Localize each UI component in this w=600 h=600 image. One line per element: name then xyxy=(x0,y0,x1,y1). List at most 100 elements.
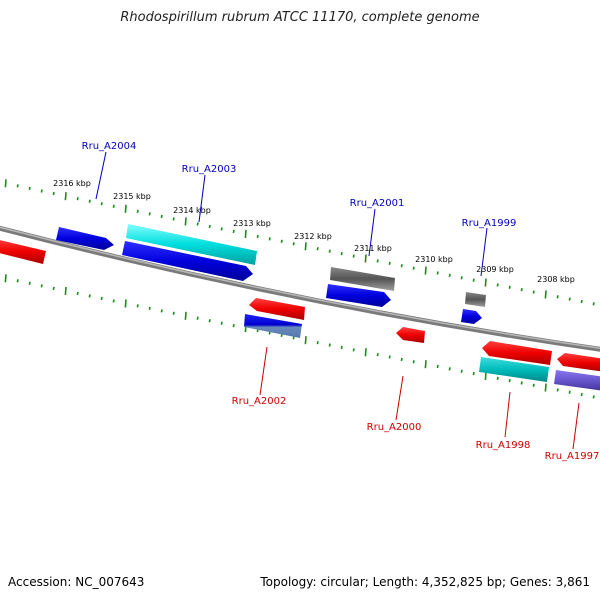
scale-tick xyxy=(436,271,439,275)
scale-tick xyxy=(520,288,523,292)
scale-tick xyxy=(256,234,259,239)
gene-arrow-rru-a2000[interactable] xyxy=(396,327,425,343)
scale-tick xyxy=(136,209,139,214)
scale-tick xyxy=(484,371,487,381)
scale-tick xyxy=(148,212,151,216)
gene-arrow-rru-a2002[interactable] xyxy=(244,314,302,338)
gene-label-rru-a2001[interactable]: Rru_A2001 xyxy=(350,198,405,209)
scale-tick xyxy=(52,286,55,291)
gene-arrow-red-far-right[interactable] xyxy=(557,353,600,372)
scale-tick xyxy=(376,352,379,357)
scale-tick xyxy=(88,199,91,203)
scale-tick xyxy=(544,383,547,392)
scale-tick xyxy=(424,266,427,275)
gene-label-rru-a2000[interactable]: Rru_A2000 xyxy=(367,422,422,433)
gene-label-rru-a2003[interactable]: Rru_A2003 xyxy=(182,164,237,175)
gene-label-rru-a1997[interactable]: Rru_A1997 xyxy=(545,451,600,462)
scale-tick xyxy=(328,343,331,347)
scale-tick xyxy=(232,229,235,234)
gene-arrow-rru-a2001-bottom[interactable] xyxy=(326,284,391,307)
scale-tick xyxy=(484,278,487,287)
scale-label: 2311 kbp xyxy=(354,244,392,253)
scale-tick xyxy=(184,217,187,226)
scale-tick xyxy=(556,388,559,392)
scale-tick xyxy=(196,222,199,226)
scale-tick xyxy=(220,321,223,325)
scale-tick xyxy=(292,242,295,246)
gene-arrow-rru-a1999-bottom[interactable] xyxy=(461,309,482,324)
scale-tick xyxy=(508,285,511,289)
scale-label: 2314 kbp xyxy=(173,206,211,215)
scale-tick xyxy=(136,304,139,308)
leader-line xyxy=(259,346,268,396)
scale-tick xyxy=(340,345,343,350)
scale-tick xyxy=(4,179,7,188)
gene-arrow-rru-a1998[interactable] xyxy=(479,357,549,382)
scale-tick xyxy=(544,290,547,299)
scale-tick xyxy=(316,340,319,345)
scale-tick xyxy=(160,214,163,219)
scale-tick xyxy=(304,336,307,345)
scale-tick xyxy=(172,311,175,315)
gene-arrow-rru-a2003-top[interactable] xyxy=(126,224,257,265)
genome-backbone xyxy=(0,225,600,352)
gene-label-rru-a1999[interactable]: Rru_A1999 xyxy=(462,218,517,229)
gene-arrow-rru-a2001-top[interactable] xyxy=(330,267,395,291)
leader-line xyxy=(504,391,511,438)
scale-tick xyxy=(112,204,115,208)
gene-arrow-red-right-top[interactable] xyxy=(482,341,552,365)
scale-tick xyxy=(100,296,103,301)
scale-tick xyxy=(28,186,31,191)
scale-tick xyxy=(208,224,211,229)
gene-arrow-red-left[interactable] xyxy=(0,239,46,264)
scale-tick xyxy=(388,355,391,359)
scale-tick xyxy=(208,319,211,323)
scale-tick xyxy=(364,348,367,357)
scale-tick xyxy=(400,264,403,268)
scale-tick xyxy=(364,254,367,263)
scale-tick xyxy=(568,297,571,301)
gene-label-rru-a1998[interactable]: Rru_A1998 xyxy=(476,440,531,451)
scale-tick xyxy=(64,286,67,295)
scale-tick xyxy=(520,381,523,385)
scale-tick xyxy=(328,249,331,253)
scale-tick xyxy=(16,184,19,188)
gene-arrow-rru-a1999-top[interactable] xyxy=(465,292,486,307)
gene-label-rru-a2004[interactable]: Rru_A2004 xyxy=(82,141,137,152)
scale-tick xyxy=(592,395,595,399)
scale-tick xyxy=(52,191,55,196)
scale-tick xyxy=(580,392,583,397)
scale-tick xyxy=(388,261,391,266)
scale-tick xyxy=(448,273,451,278)
scale-tick xyxy=(40,189,43,193)
scale-tick xyxy=(88,294,91,298)
scale-tick xyxy=(112,299,115,303)
scale-tick xyxy=(496,283,499,287)
genome-summary-text: Topology: circular; Length: 4,352,825 bp… xyxy=(260,575,590,589)
scale-label: 2309 kbp xyxy=(476,265,514,274)
scale-tick xyxy=(16,279,19,283)
scale-tick xyxy=(496,376,499,380)
scale-tick xyxy=(424,360,427,369)
scale-label: 2310 kbp xyxy=(415,255,453,264)
leader-line xyxy=(95,151,107,200)
scale-tick xyxy=(76,197,79,201)
scale-tick xyxy=(352,348,355,352)
scale-tick xyxy=(232,323,235,328)
scale-tick xyxy=(196,316,199,320)
gene-arrow-rru-a1997[interactable] xyxy=(554,370,600,391)
map-title: Rhodospirillum rubrum ATCC 11170, comple… xyxy=(120,10,480,25)
scale-tick xyxy=(316,247,319,251)
scale-tick xyxy=(472,371,475,376)
gene-label-rru-a2002[interactable]: Rru_A2002 xyxy=(232,396,287,407)
leader-line xyxy=(572,402,580,450)
gene-arrow-rru-a2003-bottom[interactable] xyxy=(122,241,253,281)
scale-tick xyxy=(172,217,175,221)
scale-tick xyxy=(76,291,79,296)
scale-tick xyxy=(340,251,343,256)
gene-arrow-rru-a2004[interactable] xyxy=(56,227,114,250)
gene-arrow-rru-a2002-red[interactable] xyxy=(249,298,305,320)
scale-tick xyxy=(292,336,295,340)
scale-label: 2313 kbp xyxy=(233,219,271,228)
